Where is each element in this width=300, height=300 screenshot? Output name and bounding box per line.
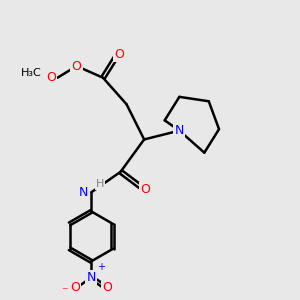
Text: O: O [114,48,124,61]
Text: O: O [141,183,151,196]
Text: O: O [103,281,112,294]
Text: +: + [97,262,104,272]
Text: H: H [96,179,104,189]
Text: O: O [46,71,56,84]
Text: ⁻: ⁻ [61,285,68,298]
Text: H₃C: H₃C [21,68,41,78]
Text: N: N [175,124,184,137]
Text: N: N [87,271,96,284]
Text: O: O [72,59,82,73]
Text: N: N [79,186,88,199]
Text: O: O [70,281,80,294]
